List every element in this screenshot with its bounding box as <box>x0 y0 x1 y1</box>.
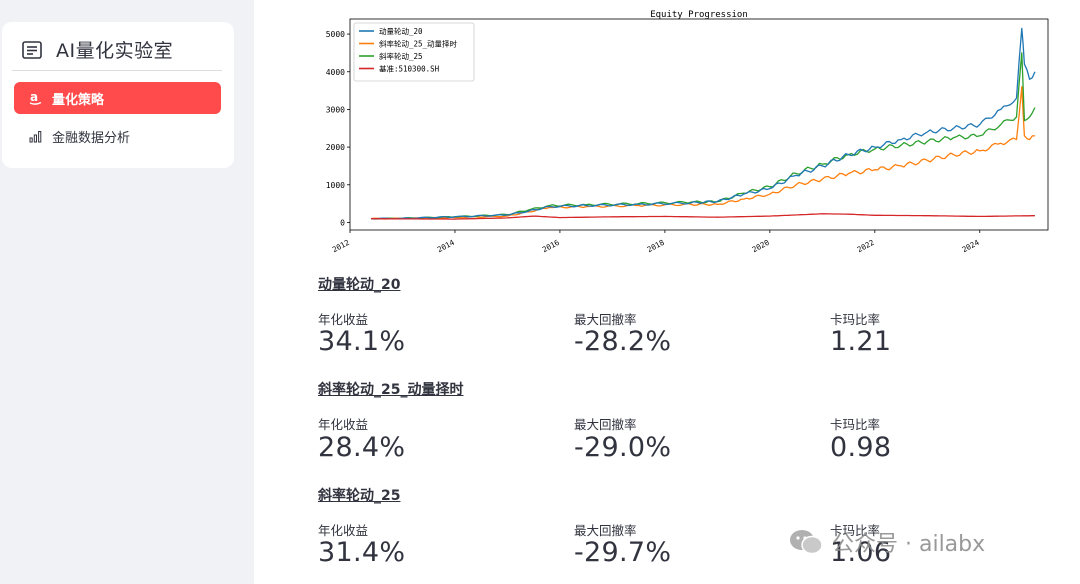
metric-label: 最大回撤率 <box>574 523 637 538</box>
metric-label: 年化收益 <box>318 417 369 432</box>
metric-label: 卡玛比率 <box>830 417 881 432</box>
watermark-text: 公众号 · ailabx <box>832 532 986 557</box>
metric-label: 最大回撤率 <box>574 312 637 327</box>
metric-value: 28.4% <box>318 432 406 463</box>
metric-label: 卡玛比率 <box>830 312 881 327</box>
chart-title: Equity Progression <box>650 10 748 20</box>
sidebar: AI量化实验室 a 量化策略 金融数据分析 <box>0 0 254 584</box>
x-tick-label: 2012 <box>331 238 351 254</box>
brand: AI量化实验室 <box>22 36 173 63</box>
plot-frame <box>349 18 1049 231</box>
legend-label: 斜率轮动_25_动量择时 <box>379 39 458 49</box>
strategy-title: 动量轮动_20 <box>318 277 401 293</box>
metric-label: 年化收益 <box>318 523 369 538</box>
y-tick-label: 0 <box>340 218 345 227</box>
metric-label: 最大回撤率 <box>574 417 637 432</box>
sidebar-item-label: 量化策略 <box>52 92 105 108</box>
y-tick-label: 4000 <box>326 68 345 77</box>
x-tick-label: 2018 <box>646 238 667 255</box>
x-tick-label: 2020 <box>751 238 772 255</box>
strategy-title: 斜率轮动_25 <box>318 488 401 504</box>
metric-label: 卡玛比率 <box>830 523 881 538</box>
metric-value: -28.2% <box>574 326 672 357</box>
y-tick-label: 3000 <box>326 105 345 114</box>
metric-value: 1.06 <box>830 537 892 568</box>
sidebar-item-label: 金融数据分析 <box>52 130 131 146</box>
watermark: 公众号 · ailabx <box>788 526 985 558</box>
document-icon <box>22 40 42 59</box>
app-title: AI量化实验室 <box>56 40 174 62</box>
y-tick-label: 5000 <box>326 30 345 39</box>
x-tick-label: 2022 <box>856 238 876 254</box>
strategy-title: 斜率轮动_25_动量择时 <box>318 382 464 398</box>
metric-label: 年化收益 <box>318 312 369 327</box>
legend-label: 基准:510300.SH <box>379 64 440 74</box>
equity-chart: Equity Progression 0 1000 2000 3000 4000 5000 2… <box>318 4 1058 266</box>
metric-value: -29.0% <box>574 432 672 463</box>
x-tick-label: 2014 <box>436 238 457 255</box>
x-tick-label: 2016 <box>541 238 562 255</box>
equity-chart-svg: Equity Progression 0 1000 2000 3000 4000 5000 2… <box>326 10 1049 255</box>
x-tick-label: 2024 <box>961 238 982 255</box>
bar-chart-icon <box>28 129 42 143</box>
metric-value: 0.98 <box>830 432 892 463</box>
sidebar-divider <box>12 70 222 71</box>
amazon-icon: a <box>28 91 42 105</box>
series-line <box>370 27 1036 220</box>
metric-value: 31.4% <box>318 537 406 568</box>
sidebar-item-financial-analysis[interactable]: 金融数据分析 <box>14 120 221 152</box>
metric-value: -29.7% <box>574 537 672 568</box>
wechat-icon <box>790 530 823 555</box>
svg-text:a: a <box>30 91 38 104</box>
series-line <box>371 213 1035 220</box>
legend-label: 动量轮动_20 <box>379 26 423 36</box>
metric-value: 1.21 <box>830 326 892 357</box>
legend-label: 斜率轮动_25 <box>379 51 423 61</box>
y-tick-label: 1000 <box>326 181 345 190</box>
metric-value: 34.1% <box>318 326 406 357</box>
legend-box <box>353 22 475 82</box>
sidebar-item-quant-strategy[interactable]: a 量化策略 <box>14 82 221 114</box>
series-line <box>370 52 1036 220</box>
y-tick-label: 2000 <box>326 143 345 152</box>
